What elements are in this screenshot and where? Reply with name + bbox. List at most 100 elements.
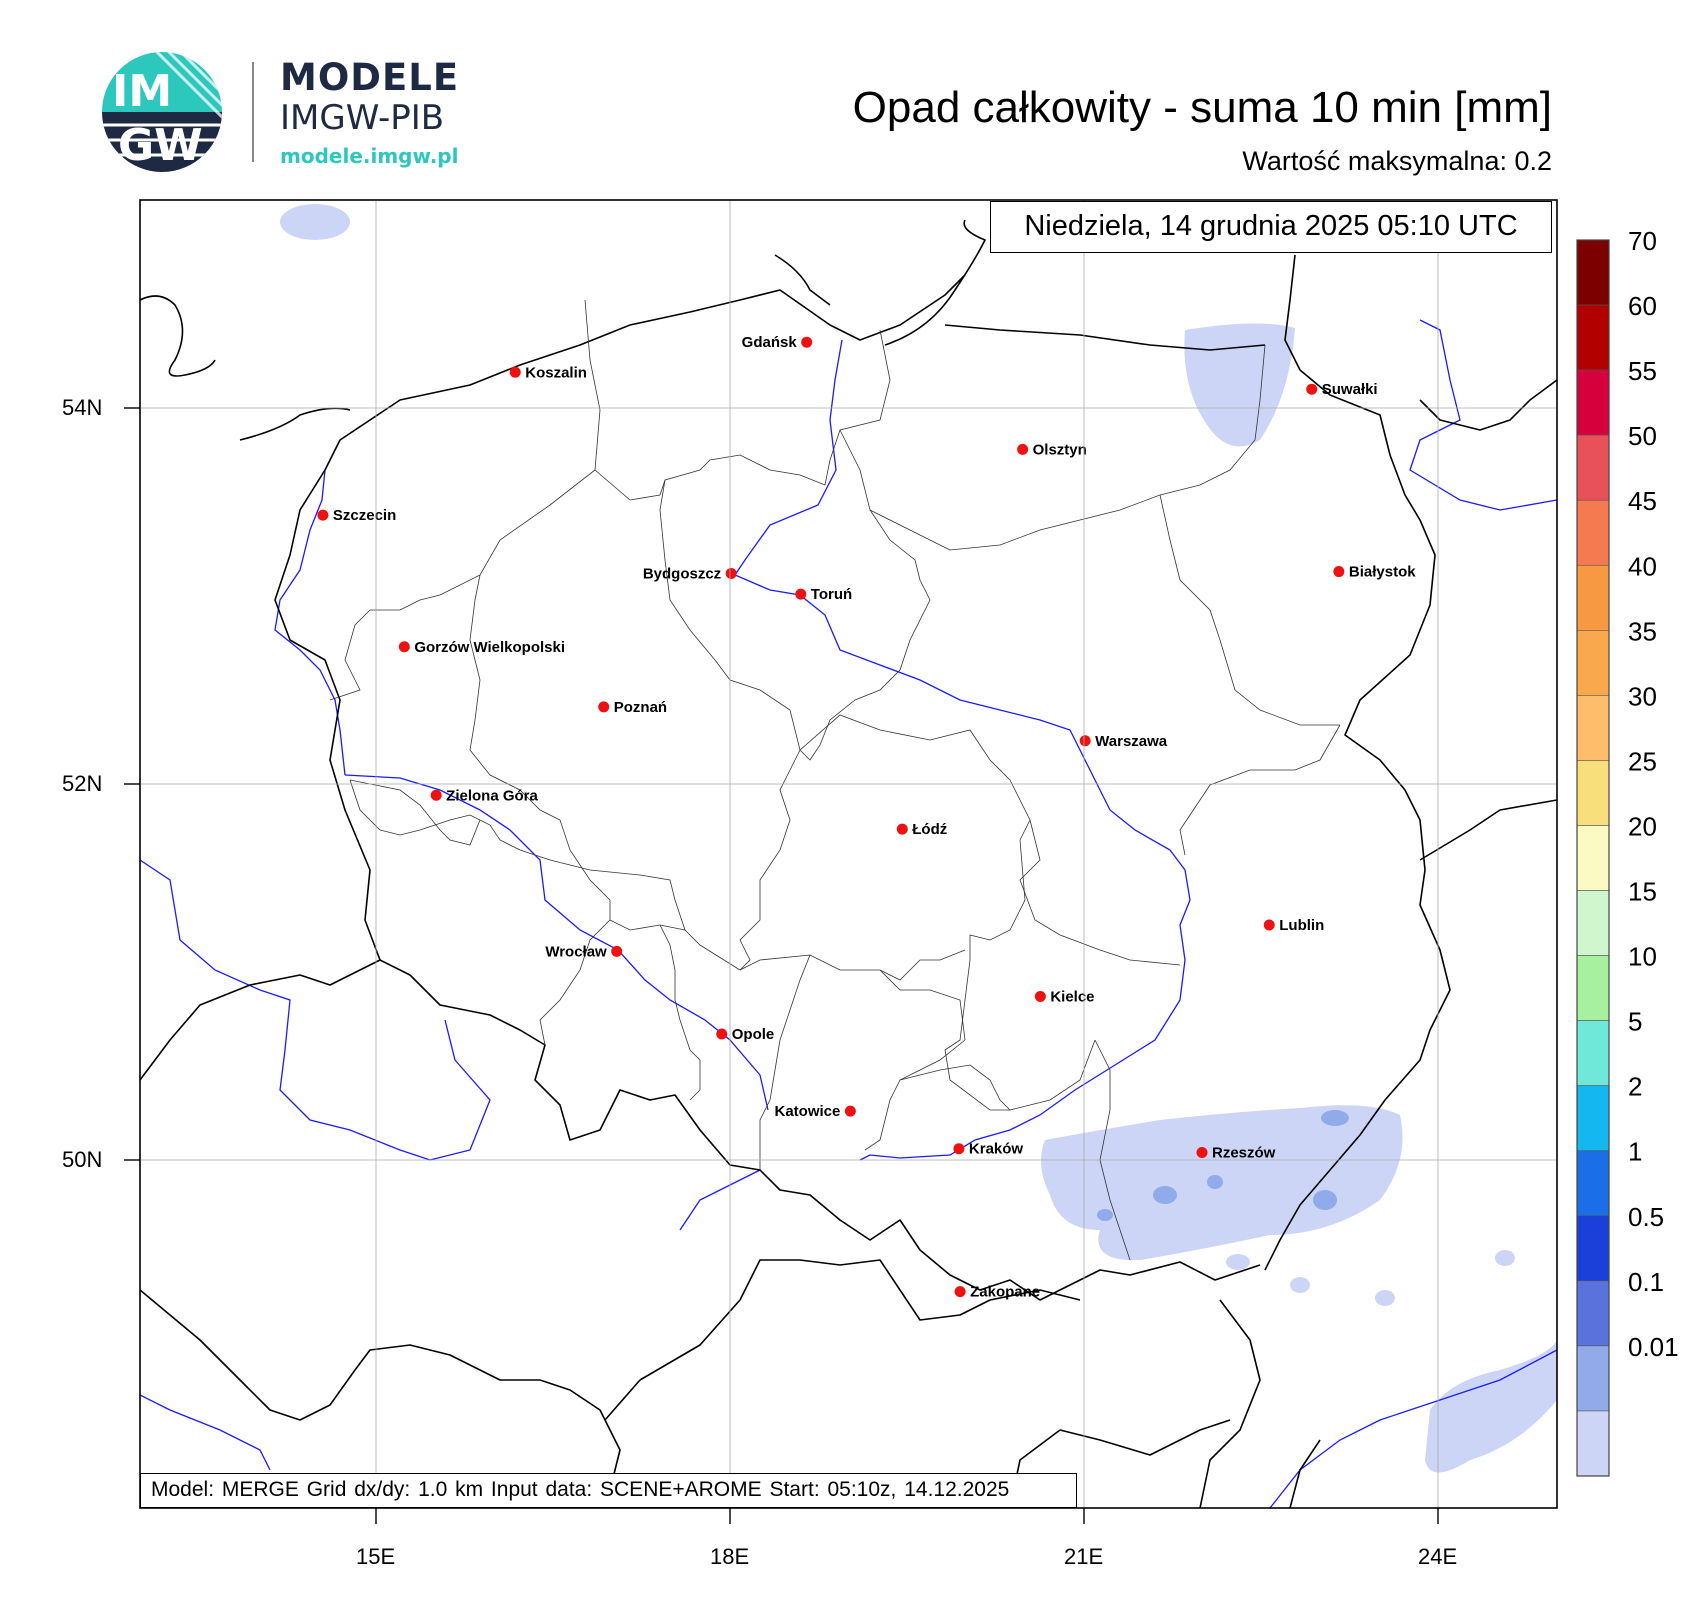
city-dot bbox=[1079, 735, 1091, 747]
voiv-border bbox=[349, 779, 741, 971]
colorbar-frame bbox=[1576, 239, 1610, 1477]
model-info-box: Model: MERGE Grid dx/dy: 1.0 km Input da… bbox=[140, 1473, 1077, 1508]
city-label: Kraków bbox=[969, 1141, 1024, 1158]
city-dot bbox=[1306, 383, 1318, 395]
city-label: Szczecin bbox=[333, 507, 396, 524]
colorbar-swatch bbox=[1576, 1150, 1610, 1217]
brand-line2: IMGW-PIB bbox=[280, 98, 445, 138]
precip-area bbox=[1153, 1186, 1177, 1204]
voiv-border bbox=[594, 329, 891, 501]
city-markers: Gdańsk Koszalin Szczecin Suwałki Olsztyn Biał… bbox=[317, 334, 1416, 1301]
city-dot bbox=[896, 823, 908, 835]
colorbar-swatch bbox=[1576, 890, 1610, 956]
colorbar-swatch bbox=[1576, 760, 1610, 826]
voiv-border bbox=[944, 839, 1096, 1111]
city-label: Warszawa bbox=[1095, 733, 1168, 750]
voiv-border bbox=[1159, 494, 1340, 726]
voiv-border bbox=[759, 954, 811, 1170]
city-dot bbox=[954, 1286, 966, 1298]
border-romania bbox=[1289, 1439, 1321, 1508]
city-label: Wrocław bbox=[545, 943, 607, 960]
voiv-border bbox=[739, 749, 801, 971]
coastline-islands bbox=[140, 295, 216, 377]
city-dot bbox=[398, 641, 410, 653]
colorbar-label: 45 bbox=[1628, 486, 1657, 516]
colorbar-label: 0.01 bbox=[1628, 1332, 1679, 1362]
city-label: Łódź bbox=[912, 821, 947, 838]
colorbar-swatch bbox=[1576, 369, 1610, 436]
precip-area bbox=[280, 204, 350, 240]
precip-area bbox=[1184, 323, 1295, 447]
colorbar-label: 30 bbox=[1628, 681, 1657, 711]
border-west bbox=[140, 469, 381, 1081]
border-hungary bbox=[1009, 1419, 1231, 1508]
river-wisla bbox=[734, 339, 1191, 1161]
city-label: Gorzów Wielkopolski bbox=[414, 639, 565, 656]
borders bbox=[140, 219, 1557, 1508]
colorbar-label: 20 bbox=[1628, 811, 1657, 841]
map-frame bbox=[139, 199, 1558, 1509]
border-south bbox=[379, 959, 1261, 1301]
rivers bbox=[140, 319, 1557, 1508]
precip-area bbox=[1207, 1175, 1223, 1189]
colorbar-label: 5 bbox=[1628, 1007, 1642, 1037]
city-label: Lublin bbox=[1279, 917, 1324, 934]
colorbar-swatch bbox=[1576, 1280, 1610, 1347]
colorbar-swatch bbox=[1576, 1345, 1610, 1412]
colorbar-label: 2 bbox=[1628, 1072, 1642, 1102]
colorbar-label: 50 bbox=[1628, 421, 1657, 451]
max-value-text: Wartość maksymalna: 0.2 bbox=[1242, 146, 1552, 176]
brand-url[interactable]: modele.imgw.pl bbox=[280, 144, 459, 168]
colorbar-swatch bbox=[1576, 304, 1610, 371]
city-label: Olsztyn bbox=[1033, 441, 1087, 458]
city-dot bbox=[801, 336, 813, 348]
voiv-border bbox=[659, 479, 1031, 841]
city-dot bbox=[509, 366, 521, 378]
colorbar-swatch bbox=[1576, 239, 1610, 306]
colorbar-label: 15 bbox=[1628, 877, 1657, 907]
city-dot bbox=[953, 1143, 965, 1155]
city-dot bbox=[430, 789, 442, 801]
logo-separator bbox=[252, 62, 254, 162]
colorbar-swatch bbox=[1576, 955, 1610, 1021]
city-label: Toruń bbox=[811, 586, 852, 603]
graticule bbox=[124, 200, 1557, 1524]
colorbar-label: 0.1 bbox=[1628, 1267, 1664, 1297]
lat-label-50n: 50N bbox=[62, 1147, 103, 1172]
city-dot bbox=[1263, 919, 1275, 931]
border-slovakia-inner bbox=[604, 1259, 1081, 1421]
precip-area bbox=[1313, 1190, 1337, 1210]
voiv-border bbox=[329, 299, 601, 701]
city-label: Zielona Góra bbox=[446, 787, 538, 804]
city-dot bbox=[611, 945, 623, 957]
imgw-logo: IM GW MODELE IMGW-PIB modele.imgw.pl bbox=[100, 50, 480, 180]
lon-label-15e: 15E bbox=[356, 1544, 396, 1569]
colorbar-swatch bbox=[1576, 825, 1610, 891]
precip-area bbox=[1226, 1254, 1250, 1270]
city-dot bbox=[716, 1028, 728, 1040]
city-label: Białystok bbox=[1349, 564, 1416, 581]
voiv-border bbox=[739, 949, 966, 981]
city-label: Poznań bbox=[614, 699, 667, 716]
colorbar-swatch bbox=[1576, 1020, 1610, 1086]
imgw-badge-icon: IM GW bbox=[102, 52, 222, 172]
border-lithuania bbox=[1419, 379, 1557, 431]
city-label: Suwałki bbox=[1322, 381, 1378, 398]
colorbar-swatch bbox=[1576, 1085, 1610, 1152]
border-czech-austria bbox=[140, 1289, 621, 1508]
colorbar-swatch bbox=[1576, 1215, 1610, 1282]
voivodeship-borders bbox=[329, 299, 1341, 1261]
city-dot bbox=[1017, 443, 1029, 455]
valid-time-box: Niedziela, 14 grudnia 2025 05:10 UTC bbox=[990, 201, 1552, 253]
badge-bottom-text: GW bbox=[118, 120, 203, 171]
badge-top-text: IM bbox=[112, 66, 172, 117]
voiv-border bbox=[609, 919, 686, 931]
voiv-border bbox=[879, 969, 966, 1041]
city-label: Kielce bbox=[1050, 988, 1094, 1005]
voiv-border bbox=[469, 574, 611, 1046]
colorbar-label: 40 bbox=[1628, 551, 1657, 581]
colorbar-swatch bbox=[1576, 434, 1610, 501]
border-kaliningrad bbox=[944, 324, 1266, 351]
city-label: Koszalin bbox=[525, 364, 587, 381]
